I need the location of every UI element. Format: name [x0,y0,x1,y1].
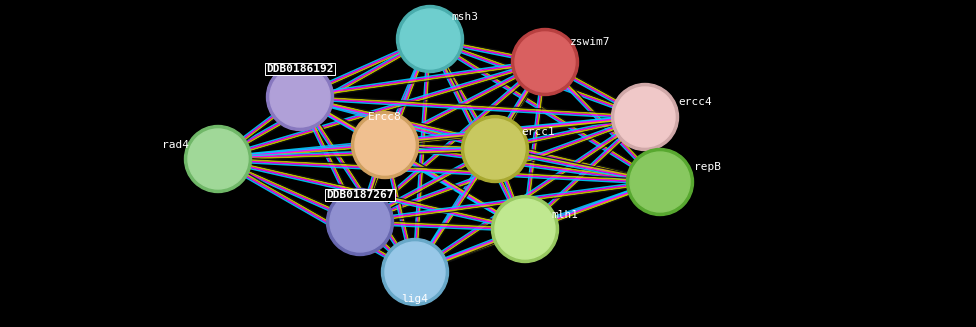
Circle shape [330,192,390,252]
Circle shape [188,129,248,189]
Text: ercc4: ercc4 [678,97,712,107]
Circle shape [465,119,525,179]
Text: zswim7: zswim7 [570,37,610,47]
Circle shape [495,199,555,259]
Circle shape [492,196,558,263]
Circle shape [184,126,252,193]
Circle shape [615,87,675,147]
Circle shape [630,152,690,212]
Text: lig4: lig4 [401,294,428,304]
Circle shape [462,115,528,182]
Text: DDB0187267: DDB0187267 [326,190,393,200]
Circle shape [355,115,415,175]
Circle shape [627,148,694,215]
Circle shape [612,83,678,150]
Text: repB: repB [695,162,721,172]
Circle shape [400,9,460,69]
Text: ercc1: ercc1 [521,127,555,137]
Circle shape [382,238,449,305]
Text: msh3: msh3 [452,12,478,22]
Text: mlh1: mlh1 [551,210,579,220]
Circle shape [385,242,445,302]
Circle shape [351,112,419,179]
Circle shape [266,63,334,130]
Circle shape [396,6,464,73]
Text: rad4: rad4 [161,140,188,150]
Circle shape [270,67,330,127]
Circle shape [511,28,579,95]
Circle shape [327,188,393,255]
Text: DDB0186192: DDB0186192 [266,64,334,74]
Text: Ercc8: Ercc8 [368,112,402,122]
Circle shape [515,32,575,92]
